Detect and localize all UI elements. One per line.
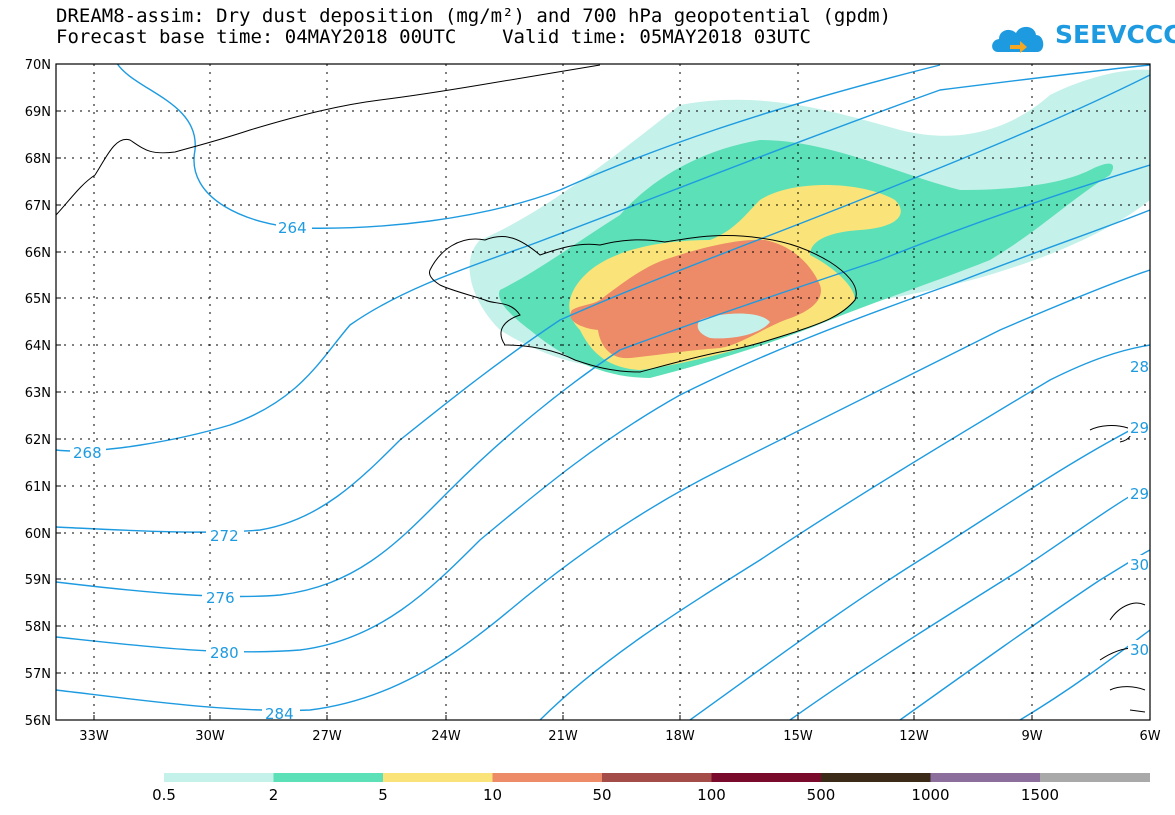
contour-label: 264: [278, 219, 307, 237]
map-title: DREAM8-assim: Dry dust deposition (mg/m²…: [56, 5, 892, 27]
lat-label: 59N: [25, 573, 51, 588]
lon-label: 15W: [783, 729, 813, 744]
contour-label: 280: [210, 644, 239, 662]
lon-label: 33W: [79, 729, 109, 744]
contour-label: 272: [210, 527, 239, 545]
lat-label: 67N: [25, 199, 51, 214]
lon-label: 18W: [665, 729, 695, 744]
lat-label: 65N: [25, 292, 51, 307]
lat-label: 60N: [25, 527, 51, 542]
contour-label: 28: [1130, 358, 1149, 376]
lat-label: 57N: [25, 667, 51, 682]
lon-label: 21W: [548, 729, 578, 744]
greenland-coast: [56, 64, 601, 216]
lon-label: 24W: [431, 729, 461, 744]
lat-label: 70N: [25, 58, 51, 73]
axis-ticks: [56, 63, 1033, 720]
lon-label: 30W: [195, 729, 225, 744]
contour-label: 30: [1130, 556, 1149, 574]
dust-region-5-inner: [697, 313, 770, 339]
contour-label: 268: [73, 444, 102, 462]
lat-label: 63N: [25, 386, 51, 401]
lat-label: 56N: [25, 714, 51, 729]
lon-label: 6W: [1139, 729, 1160, 744]
contour-label-group: 264 268 272 276 280 284 28 29 29 30 30: [70, 218, 1150, 723]
lon-label: 27W: [312, 729, 342, 744]
lat-label: 68N: [25, 152, 51, 167]
contour-label: 30: [1130, 641, 1149, 659]
contour-label: 29: [1130, 485, 1149, 503]
lat-label: 62N: [25, 433, 51, 448]
contour-label: 284: [265, 705, 294, 723]
cloud-logo-icon: [992, 26, 1044, 53]
lat-label: 69N: [25, 105, 51, 120]
lon-label: 9W: [1021, 729, 1042, 744]
faroe-coast: [1089, 425, 1132, 443]
map-subtitle: Forecast base time: 04MAY2018 00UTC Vali…: [56, 26, 811, 48]
iceland-coast: [429, 234, 857, 373]
graticule: [56, 64, 1150, 720]
lat-label: 66N: [25, 246, 51, 261]
lat-label: 64N: [25, 339, 51, 354]
lat-label: 61N: [25, 480, 51, 495]
lat-label: 58N: [25, 620, 51, 635]
contour-label: 276: [206, 589, 235, 607]
lon-label: 12W: [899, 729, 929, 744]
logo-text: SEEVCCC: [1055, 20, 1175, 49]
scotland-coast: [1099, 602, 1146, 713]
contour-label: 29: [1130, 419, 1149, 437]
